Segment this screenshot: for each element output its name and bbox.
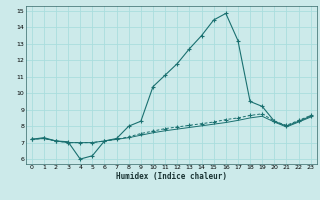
X-axis label: Humidex (Indice chaleur): Humidex (Indice chaleur) xyxy=(116,172,227,181)
